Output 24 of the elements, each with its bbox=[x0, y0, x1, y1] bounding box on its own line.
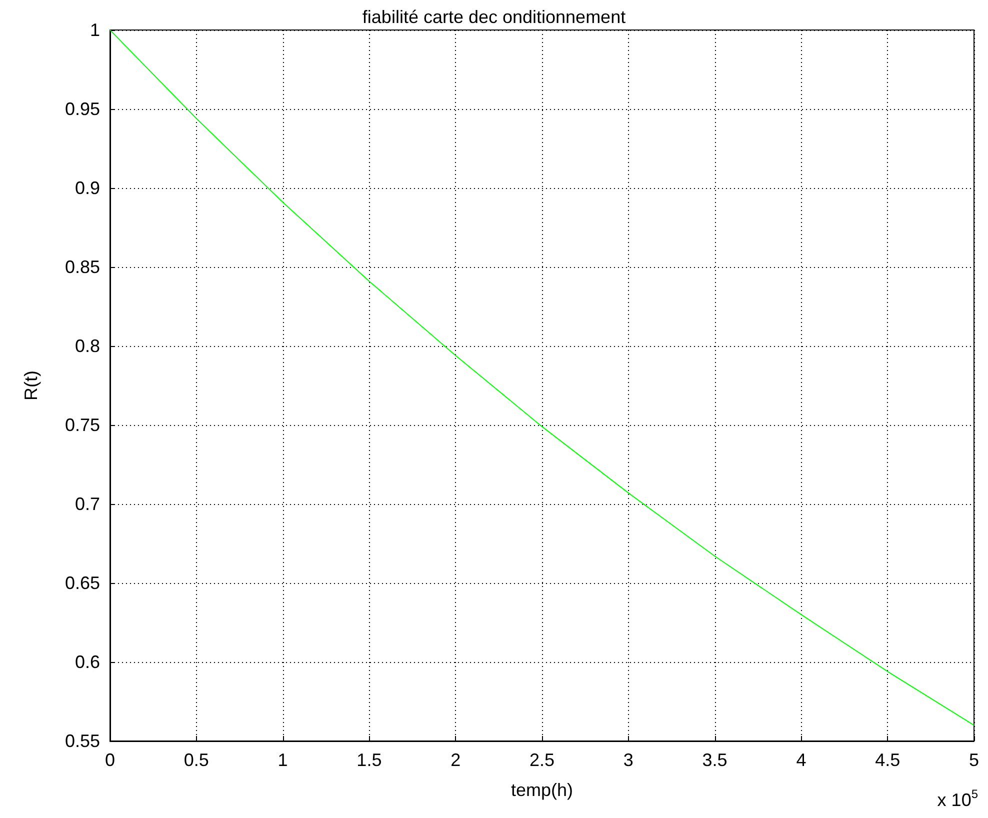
chart-title: fiabilité carte dec onditionnement bbox=[362, 7, 626, 27]
x-tick-label: 0.5 bbox=[184, 750, 209, 770]
y-axis-title: R(t) bbox=[21, 370, 41, 400]
x-tick-label: 1 bbox=[278, 750, 288, 770]
x-tick-label: 3.5 bbox=[702, 750, 728, 770]
x-tick-label: 1.5 bbox=[356, 750, 382, 770]
y-tick-label: 0.75 bbox=[64, 415, 100, 435]
y-tick-label: 0.85 bbox=[64, 257, 100, 277]
x-tick-label: 0 bbox=[104, 750, 116, 770]
y-tick-label: 0.8 bbox=[74, 336, 100, 356]
y-tick-label: 0.9 bbox=[74, 178, 100, 198]
x-tick-label: 4.5 bbox=[875, 750, 900, 770]
x-tick-label: 3 bbox=[623, 750, 634, 770]
y-tick-label: 1 bbox=[90, 20, 100, 40]
y-tick-label: 0.6 bbox=[74, 652, 100, 672]
x-tick-label: 4 bbox=[796, 750, 806, 770]
y-tick-label: 0.55 bbox=[64, 731, 100, 751]
x-tick-label: 2.5 bbox=[529, 750, 555, 770]
x-tick-label: 2 bbox=[450, 750, 461, 770]
x-tick-label: 5 bbox=[968, 750, 980, 770]
x-axis-title: temp(h) bbox=[510, 780, 574, 800]
y-tick-label: 0.95 bbox=[64, 99, 100, 119]
y-tick-label: 0.7 bbox=[74, 494, 100, 514]
y-tick-label: 0.65 bbox=[64, 573, 100, 593]
